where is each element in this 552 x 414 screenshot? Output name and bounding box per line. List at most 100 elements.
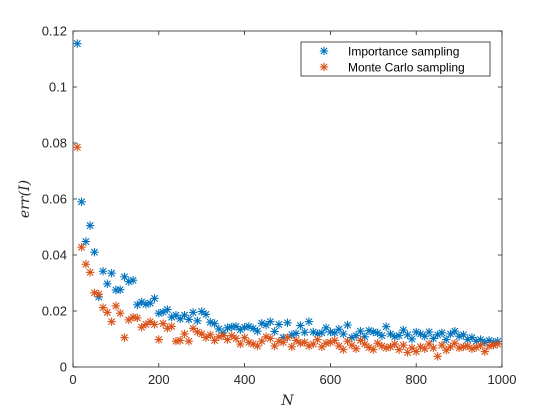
monte-carlo-point [480,347,490,356]
importance-point [373,328,382,338]
monte-carlo-point [339,345,348,354]
x-tick-label: 200 [148,372,170,387]
importance-point [124,277,133,286]
monte-carlo-point [399,340,408,350]
importance-point [274,320,284,329]
axis-ticks: 0 200 400 600 800 1000 0 0.02 0.04 0.06 0.08 0.1 0.1… [42,24,517,388]
x-axis-label: N [280,393,294,409]
importance-point [467,333,477,342]
monte-carlo-point [300,338,309,347]
x-tick: 600 [320,31,341,387]
monte-carlo-point [351,344,361,353]
legend-marker-importance-icon [319,46,329,56]
monte-carlo-point [313,335,322,344]
importance-point [115,285,125,294]
monte-carlo-point [403,348,412,357]
legend: Importance sampling Monte Carlo sampling [300,41,491,77]
importance-point [77,197,86,206]
importance-point [437,328,447,338]
monte-carlo-point [240,333,249,342]
importance-point [424,327,434,337]
legend-label-importance: Importance sampling [348,45,459,59]
monte-carlo-point [103,308,112,317]
monte-carlo-point [493,339,502,349]
importance-point [446,329,455,339]
monte-carlo-point [360,339,369,349]
y-tick: 0.08 [42,136,502,151]
monte-carlo-point [120,333,129,342]
importance-point [407,334,417,344]
legend-marker-monte-carlo [319,62,329,72]
importance-point [201,310,211,319]
y-tick-label: 0.12 [42,24,67,39]
monte-carlo-point [206,330,215,339]
monte-carlo-point [227,331,236,340]
y-tick: 0.04 [42,248,502,263]
monte-carlo-point [442,346,451,355]
importance-point [90,248,99,257]
legend-label-monte-carlo: Monte Carlo sampling [348,61,465,75]
x-tick: 400 [234,31,255,387]
monte-carlo-point [73,143,82,152]
monte-carlo-point [347,340,357,350]
x-tick: 1000 [488,31,516,387]
monte-carlo-point [141,320,151,329]
y-tick-label: 0.04 [42,248,67,263]
monte-carlo-point [184,337,194,346]
importance-point [266,317,275,326]
legend-box [300,41,491,77]
importance-point [197,307,206,316]
importance-point [184,315,194,324]
importance-point [300,328,309,337]
monte-carlo-point [236,339,245,349]
y-tick-label: 0.08 [42,136,67,151]
importance-point [270,327,279,336]
monte-carlo-point [115,309,125,318]
monte-carlo-point [150,320,159,329]
x-tick-label: 800 [405,372,427,387]
importance-point [193,316,202,325]
y-tick-label: 0.1 [49,80,67,95]
importance-point [231,322,241,331]
legend-marker-monte-carlo-icon [319,62,329,72]
importance-point [98,267,108,276]
y-tick: 0.02 [42,304,502,319]
monte-carlo-point [291,336,301,345]
y-tick-label: 0.02 [42,304,67,319]
importance-point [128,276,138,285]
importance-point [188,308,198,317]
monte-carlo-point [463,341,472,351]
monte-carlo-point [266,334,275,343]
importance-point [377,331,387,340]
y-tick: 0.1 [49,80,502,95]
monte-carlo-point [287,342,296,352]
monte-carlo-point [107,317,116,326]
importance-point [253,326,262,336]
importance-point [107,269,116,278]
y-tick: 0.12 [42,24,502,39]
importance-point [210,319,219,328]
monte-carlo-point [94,290,103,299]
monte-carlo-point [429,343,438,353]
importance-point [85,221,95,230]
importance-point [248,324,258,333]
importance-point [103,279,112,289]
y-tick: 0 [60,360,502,375]
importance-point [356,326,365,336]
monte-carlo-point [390,339,399,349]
monte-carlo-point [330,336,339,345]
monte-carlo-point [81,260,91,269]
monte-carlo-point [433,352,442,361]
importance-point [163,305,172,314]
y-tick-label: 0 [60,360,67,375]
monte-carlo-point [407,343,417,353]
monte-carlo-point [167,322,176,331]
x-tick: 200 [148,31,170,387]
monte-carlo-point [85,268,95,277]
monte-carlo-point [137,323,146,332]
importance-point [339,329,348,339]
importance-point [227,322,236,332]
monte-carlo-point [146,317,155,326]
importance-point [150,294,159,303]
monte-carlo-point [283,333,292,342]
